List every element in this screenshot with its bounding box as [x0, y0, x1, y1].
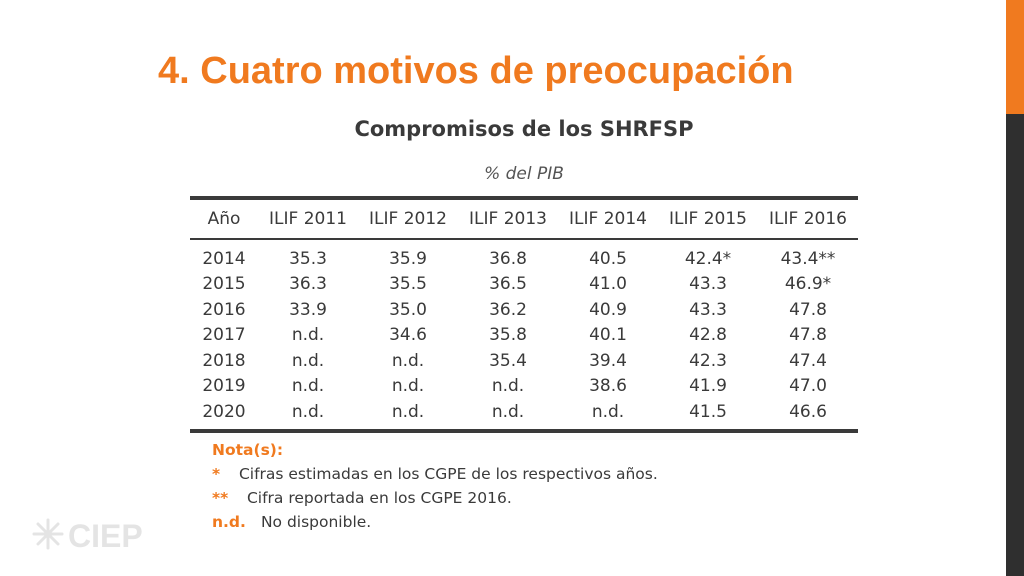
table-cell: n.d. — [291, 401, 325, 422]
note-mark: ** — [212, 489, 229, 507]
table-notes: Nota(s): * Cifras estimadas en los CGPE … — [212, 438, 658, 534]
column-header: ILIF 2015 — [669, 209, 747, 229]
table-cell: 34.6 — [389, 325, 427, 346]
table-cell: n.d. — [391, 401, 425, 422]
table-subtitle: % del PIB — [484, 164, 564, 184]
column-header: Año — [207, 209, 241, 229]
table-cell: n.d. — [491, 376, 525, 397]
table-cell: n.d. — [591, 401, 625, 422]
table-cell: n.d. — [291, 350, 325, 371]
table-cell: 43.4** — [780, 248, 836, 269]
note-text: Cifra reportada en los CGPE 2016. — [246, 489, 512, 507]
table-cell: 36.8 — [489, 248, 527, 269]
table-cell: 43.3 — [689, 299, 727, 320]
table-cell: n.d. — [491, 401, 525, 422]
table-row: 2015 36.3 35.5 36.5 41.0 43.3 46.9* — [190, 272, 858, 298]
table-cell: 2019 — [202, 376, 246, 397]
table-cell: n.d. — [391, 350, 425, 371]
table-cell: 47.0 — [789, 376, 827, 397]
table-cell: 2016 — [202, 299, 246, 320]
sunburst-icon — [32, 518, 64, 550]
table-cell: 35.3 — [289, 248, 327, 269]
table-cell: n.d. — [291, 376, 325, 397]
table-cell: 47.8 — [789, 299, 827, 320]
note-item: * Cifras estimadas en los CGPE de los re… — [212, 462, 658, 486]
table-cell: 2018 — [202, 350, 246, 371]
table-cell: 43.3 — [689, 274, 727, 295]
table-cell: 39.4 — [589, 350, 627, 371]
ciep-logo-mark: CIEP — [32, 518, 143, 554]
table-cell: 33.9 — [289, 299, 327, 320]
note-mark: n.d. — [212, 513, 246, 531]
table-row: 2014 35.3 35.9 36.8 40.5 42.4* 43.4** — [190, 239, 858, 272]
table-cell: 35.8 — [489, 325, 527, 346]
table-cell: 47.8 — [789, 325, 827, 346]
table-cell: 46.6 — [789, 401, 827, 422]
column-header: ILIF 2011 — [269, 209, 347, 229]
note-item: ** Cifra reportada en los CGPE 2016. — [212, 486, 658, 510]
table-cell: 36.2 — [489, 299, 527, 320]
table-cell: 42.8 — [689, 325, 727, 346]
table-cell: 2020 — [202, 401, 246, 422]
table-cell: 41.5 — [689, 401, 727, 422]
table-cell: 2014 — [202, 248, 246, 269]
slide-title: 4. Cuatro motivos de preocupación — [158, 50, 794, 92]
column-header: ILIF 2016 — [769, 209, 847, 229]
table-cell: 35.4 — [489, 350, 527, 371]
table-row: 2016 33.9 35.0 36.2 40.9 43.3 47.8 — [190, 297, 858, 323]
table-cell: 38.6 — [589, 376, 627, 397]
table-cell: 35.9 — [389, 248, 427, 269]
note-text: Cifras estimadas en los CGPE de los resp… — [238, 465, 658, 483]
table-row: 2020 n.d. n.d. n.d. n.d. 41.5 46.6 — [190, 399, 858, 431]
column-header: ILIF 2013 — [469, 209, 547, 229]
table-cell: 42.3 — [689, 350, 727, 371]
table-cell: 40.9 — [589, 299, 627, 320]
logo-text: CIEP — [68, 518, 143, 554]
table-cell: n.d. — [391, 376, 425, 397]
column-header: ILIF 2014 — [569, 209, 647, 229]
table-cell: 41.0 — [589, 274, 627, 295]
table-cell: 36.3 — [289, 274, 327, 295]
ciep-logo: CIEP — [30, 514, 190, 554]
table-cell: 35.0 — [389, 299, 427, 320]
table-cell: 36.5 — [489, 274, 527, 295]
table-row: 2017 n.d. 34.6 35.8 40.1 42.8 47.8 — [190, 323, 858, 349]
table-cell: n.d. — [291, 325, 325, 346]
note-mark: * — [212, 465, 221, 483]
table-cell: 47.4 — [789, 350, 827, 371]
notes-heading: Nota(s): — [212, 441, 284, 459]
table-cell: 41.9 — [689, 376, 727, 397]
table-cell: 46.9* — [784, 274, 832, 295]
table-cell: 40.1 — [589, 325, 627, 346]
table-row: 2019 n.d. n.d. n.d. 38.6 41.9 47.0 — [190, 374, 858, 400]
accent-bar-orange-segment — [1006, 0, 1024, 114]
table-cell: 40.5 — [589, 248, 627, 269]
table-cell: 2015 — [202, 274, 246, 295]
table-cell: 2017 — [202, 325, 246, 346]
shrfsp-table: Año ILIF 2011 ILIF 2012 ILIF 2013 ILIF 2… — [190, 196, 858, 433]
right-accent-bar — [1006, 0, 1024, 576]
note-text: No disponible. — [260, 513, 372, 531]
table-row: 2018 n.d. n.d. 35.4 39.4 42.3 47.4 — [190, 348, 858, 374]
table-title: Compromisos de los SHRFSP — [354, 117, 694, 141]
table-cell: 42.4* — [684, 248, 732, 269]
table-header-row: Año ILIF 2011 ILIF 2012 ILIF 2013 ILIF 2… — [190, 198, 858, 239]
table-cell: 35.5 — [389, 274, 427, 295]
note-item: n.d. No disponible. — [212, 510, 658, 534]
column-header: ILIF 2012 — [369, 209, 447, 229]
